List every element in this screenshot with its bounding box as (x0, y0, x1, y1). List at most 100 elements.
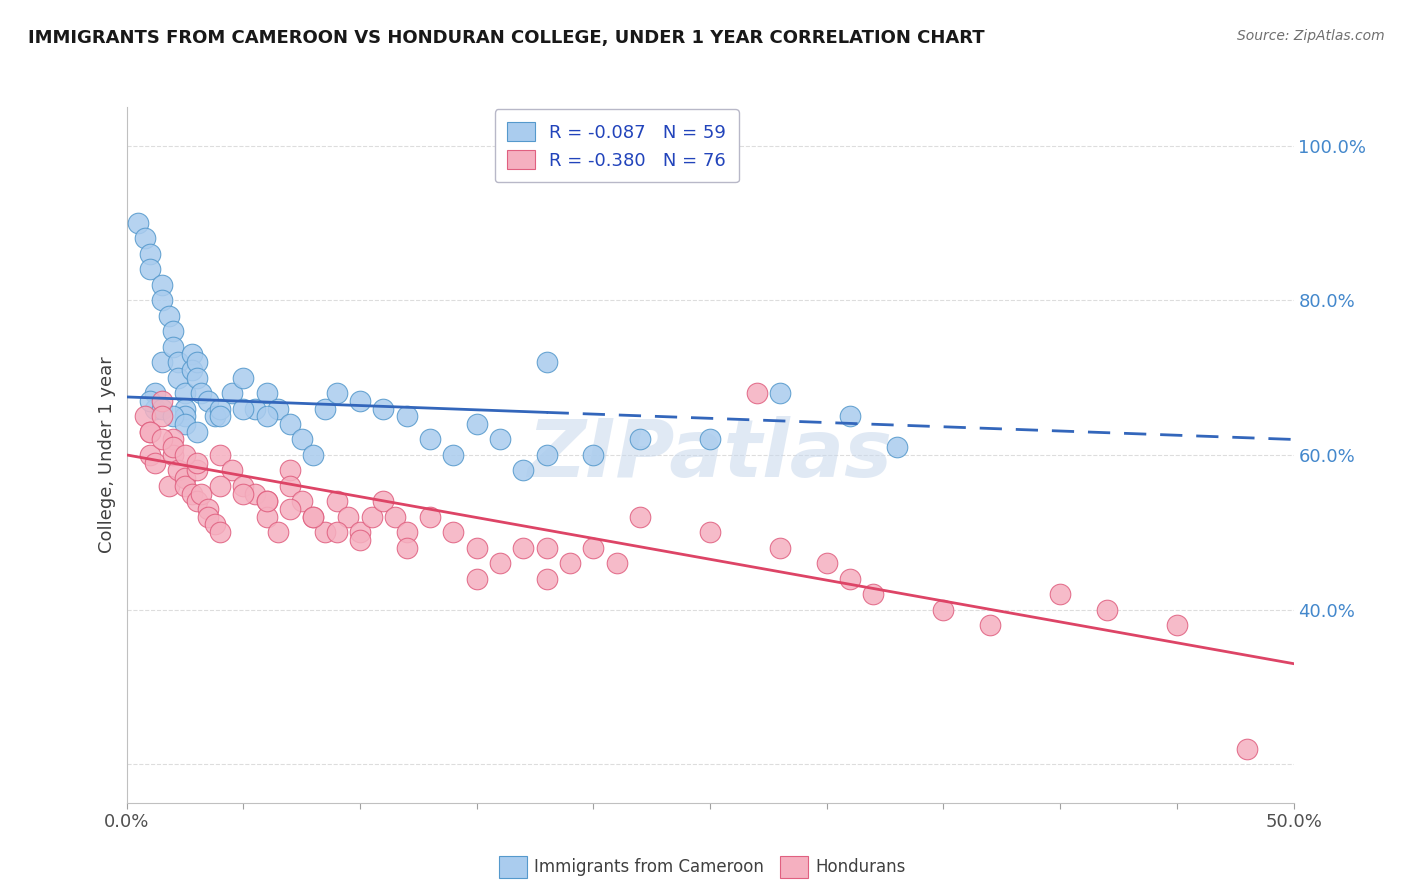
Point (186, 456, 208, 470)
Point (232, 401, 254, 416)
Point (174, 471, 197, 485)
Point (278, 417, 301, 431)
Point (139, 262, 162, 277)
Point (465, 572, 488, 586)
Point (197, 393, 219, 408)
Point (190, 386, 212, 401)
Point (1049, 587, 1071, 601)
Point (628, 509, 651, 524)
Point (441, 448, 464, 462)
Point (278, 463, 301, 477)
Point (373, 494, 395, 508)
Point (143, 401, 166, 416)
Point (932, 602, 955, 616)
Point (815, 556, 838, 570)
Point (441, 525, 464, 540)
Point (769, 386, 792, 401)
Point (150, 277, 173, 292)
Point (134, 231, 156, 245)
Point (186, 494, 208, 508)
Point (325, 494, 347, 508)
Point (1166, 618, 1188, 632)
Point (395, 525, 418, 540)
Point (267, 525, 290, 540)
Point (256, 509, 278, 524)
Point (419, 433, 441, 447)
Point (208, 479, 231, 493)
Point (150, 355, 173, 369)
Point (208, 409, 231, 424)
Point (167, 370, 190, 384)
Point (862, 587, 884, 601)
Y-axis label: College, Under 1 year: College, Under 1 year (98, 357, 117, 553)
Point (174, 409, 197, 424)
Point (139, 247, 162, 261)
Point (150, 393, 173, 408)
Point (314, 525, 336, 540)
Point (582, 448, 605, 462)
Point (337, 509, 360, 524)
Point (979, 618, 1001, 632)
Point (1095, 602, 1118, 616)
Point (699, 525, 721, 540)
Point (150, 293, 173, 308)
Point (395, 409, 418, 424)
Point (139, 448, 162, 462)
Point (162, 448, 184, 462)
Point (162, 440, 184, 454)
Point (419, 509, 441, 524)
Point (127, 216, 149, 230)
Point (558, 556, 581, 570)
Point (150, 401, 173, 416)
Point (232, 479, 254, 493)
Point (278, 502, 301, 516)
Point (167, 463, 190, 477)
Point (302, 448, 325, 462)
Point (302, 509, 325, 524)
Point (256, 494, 278, 508)
Point (232, 486, 254, 500)
Point (143, 456, 166, 470)
Point (150, 433, 173, 447)
Point (256, 386, 278, 401)
Point (395, 541, 418, 555)
Text: Immigrants from Cameroon: Immigrants from Cameroon (534, 858, 763, 876)
Point (512, 541, 534, 555)
Point (278, 479, 301, 493)
Point (536, 572, 558, 586)
Point (208, 401, 231, 416)
Point (221, 386, 243, 401)
Point (197, 502, 219, 516)
Point (256, 409, 278, 424)
Point (197, 509, 219, 524)
Point (256, 494, 278, 508)
Point (745, 386, 768, 401)
Point (186, 425, 208, 439)
Point (180, 363, 202, 377)
Point (512, 463, 534, 477)
Point (886, 440, 908, 454)
Point (582, 541, 605, 555)
Text: IMMIGRANTS FROM CAMEROON VS HONDURAN COLLEGE, UNDER 1 YEAR CORRELATION CHART: IMMIGRANTS FROM CAMEROON VS HONDURAN COL… (28, 29, 984, 46)
Point (190, 486, 212, 500)
Point (699, 433, 721, 447)
Point (769, 541, 792, 555)
Point (139, 425, 162, 439)
Point (221, 463, 243, 477)
Point (180, 486, 202, 500)
Point (349, 393, 371, 408)
Point (186, 370, 208, 384)
Point (162, 409, 184, 424)
Point (232, 370, 254, 384)
Point (267, 401, 290, 416)
Point (162, 340, 184, 354)
Point (139, 425, 162, 439)
Point (174, 479, 197, 493)
Point (349, 533, 371, 547)
Point (162, 433, 184, 447)
Point (139, 393, 162, 408)
Point (157, 479, 180, 493)
Point (186, 463, 208, 477)
Point (536, 541, 558, 555)
Point (162, 324, 184, 338)
